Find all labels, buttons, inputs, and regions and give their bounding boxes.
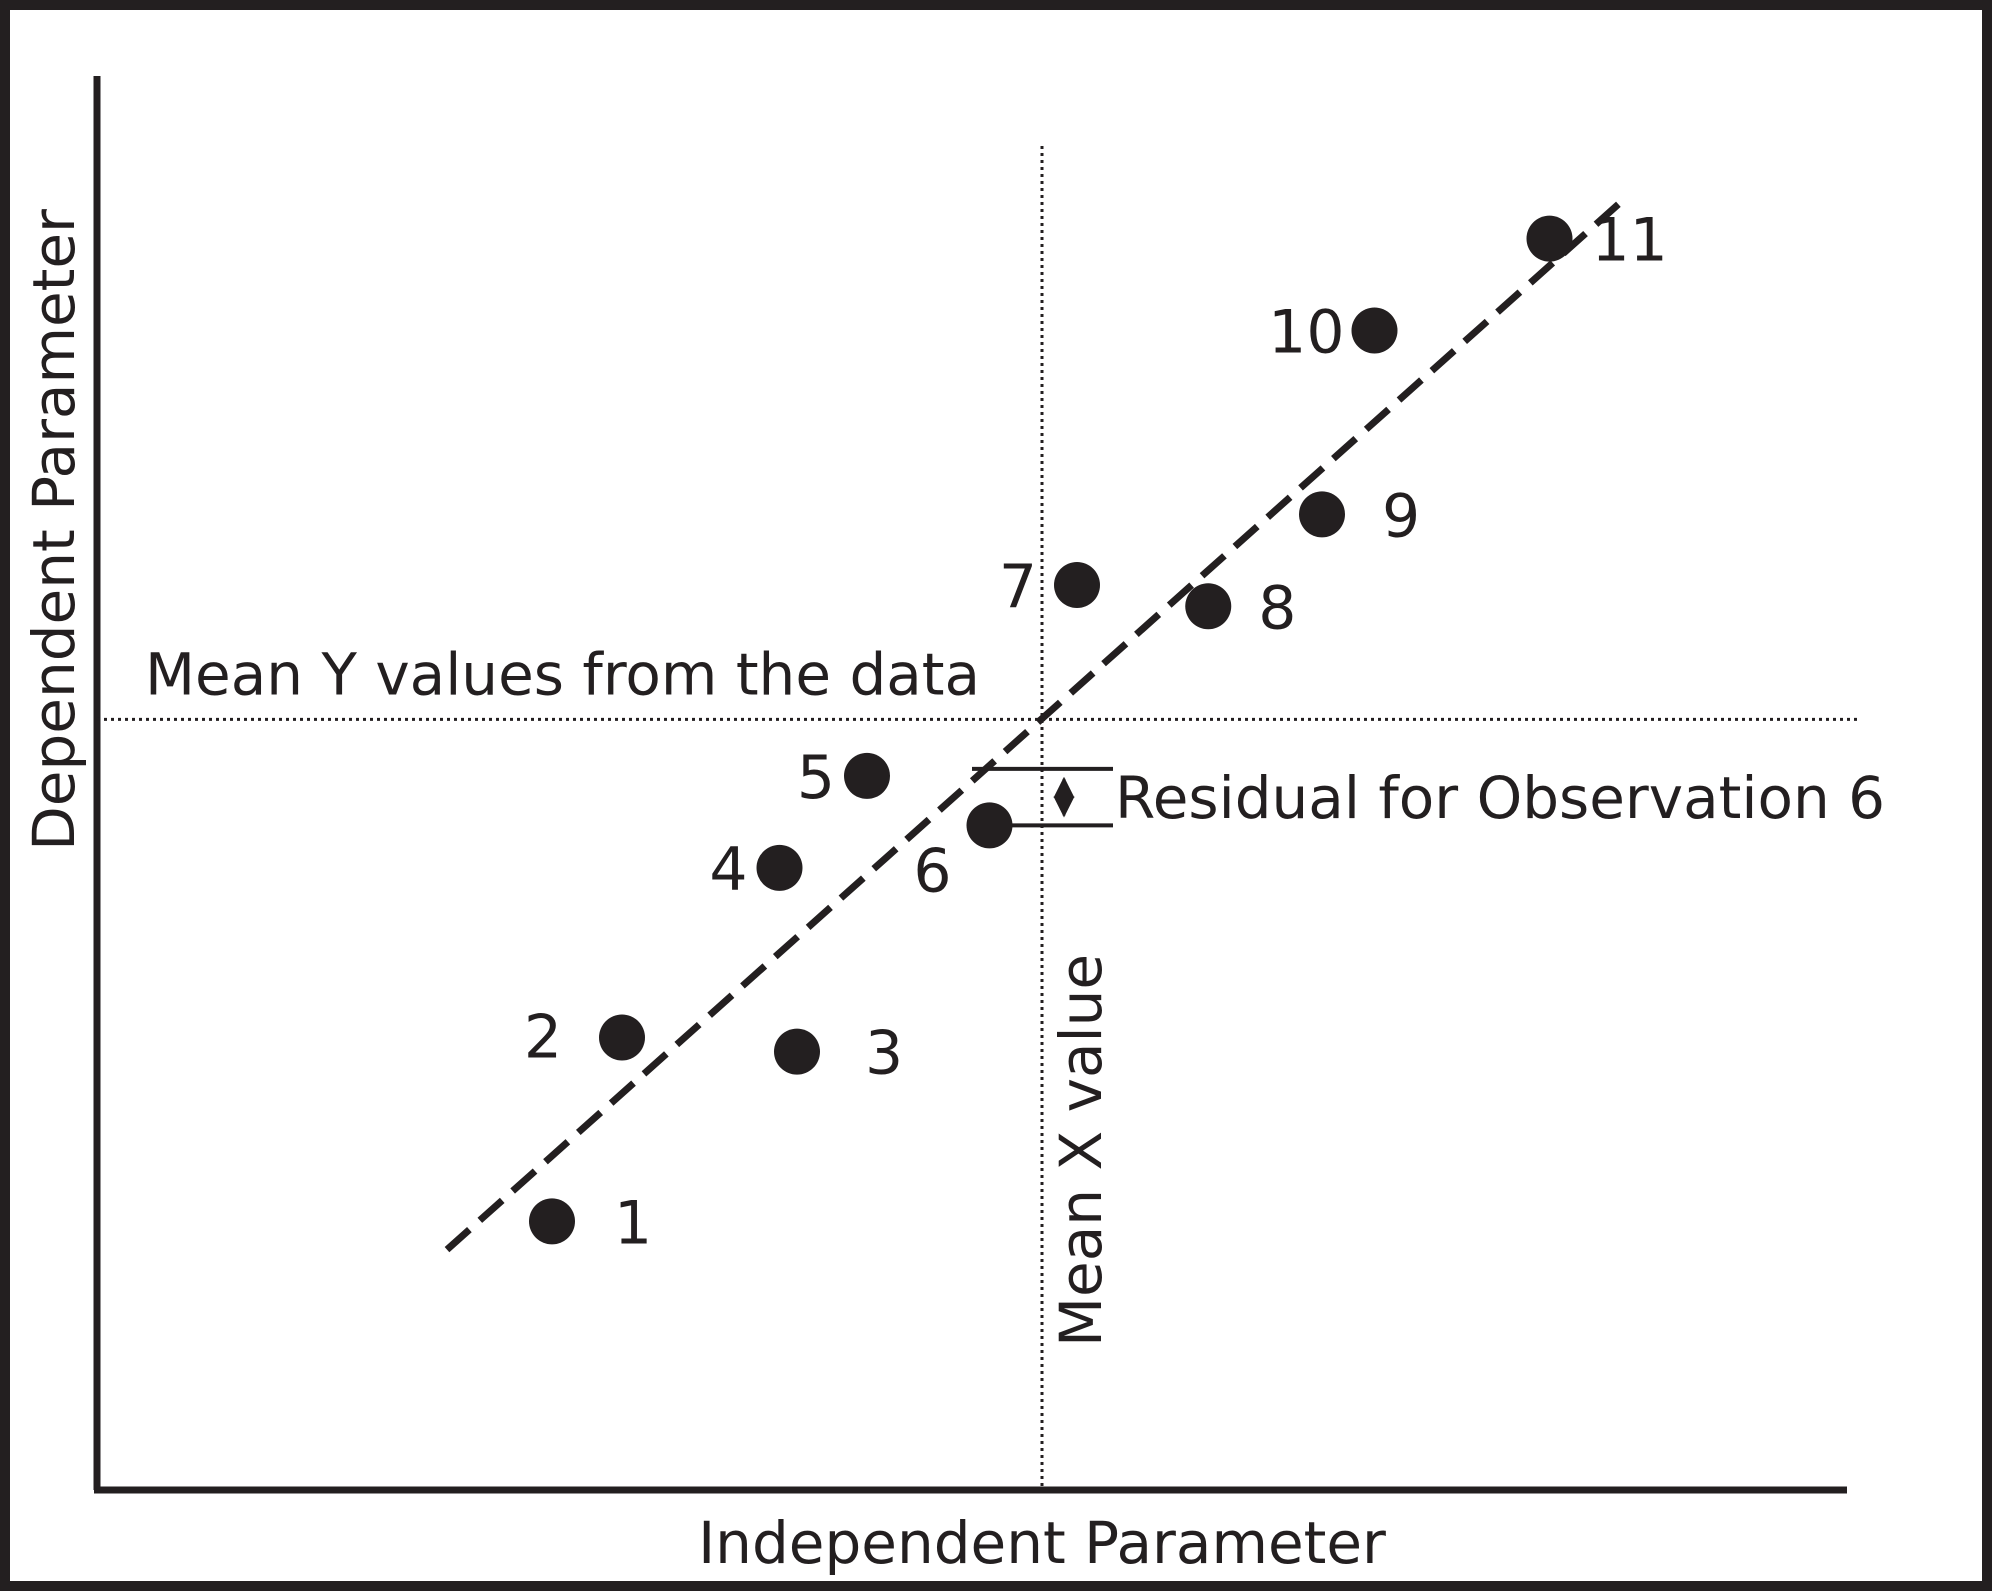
x-axis-title: Independent Parameter xyxy=(698,1509,1386,1577)
y-axis-title: Dependent Parameter xyxy=(20,209,88,851)
data-point-4 xyxy=(756,844,803,891)
point-label-10: 10 xyxy=(1268,298,1344,368)
data-point-5 xyxy=(844,752,890,799)
data-point-2 xyxy=(599,1014,645,1061)
data-point-3 xyxy=(774,1028,820,1075)
point-label-5: 5 xyxy=(797,743,835,813)
point-label-1: 1 xyxy=(614,1188,652,1258)
point-label-4: 4 xyxy=(709,835,747,905)
data-point-1 xyxy=(529,1198,575,1245)
point-label-6: 6 xyxy=(913,836,951,906)
point-label-11: 11 xyxy=(1592,206,1668,276)
data-point-11 xyxy=(1526,215,1573,262)
point-label-7: 7 xyxy=(999,552,1037,622)
point-label-9: 9 xyxy=(1382,481,1420,551)
data-point-10 xyxy=(1351,307,1398,354)
data-point-7 xyxy=(1054,562,1100,609)
data-point-6 xyxy=(966,802,1013,849)
regression-line xyxy=(444,200,1622,1253)
point-label-8: 8 xyxy=(1258,573,1296,643)
residual-label: Residual for Observation 6 xyxy=(1115,764,1885,832)
mean-y-label: Mean Y values from the data xyxy=(145,640,980,708)
point-label-3: 3 xyxy=(865,1019,903,1089)
mean-x-label: Mean X value xyxy=(1047,954,1115,1347)
data-point-8 xyxy=(1185,583,1232,630)
data-point-9 xyxy=(1299,491,1345,538)
point-label-2: 2 xyxy=(524,1003,562,1073)
